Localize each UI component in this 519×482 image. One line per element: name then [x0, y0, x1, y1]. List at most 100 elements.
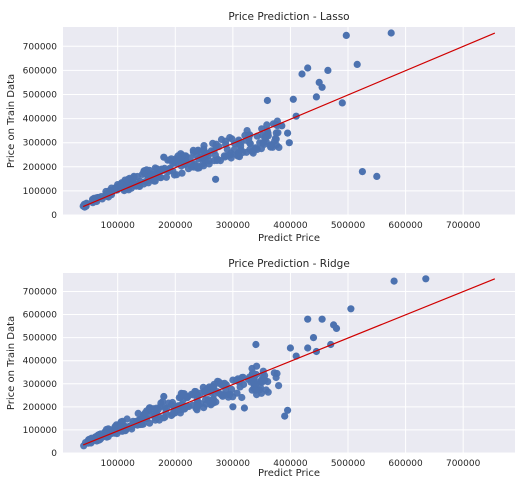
lasso-data-point: [151, 177, 159, 185]
lasso-data-point: [144, 179, 152, 187]
ridge-data-point: [250, 374, 258, 382]
ridge-data-point: [134, 409, 142, 417]
ridge-data-point: [185, 402, 193, 411]
lasso-outlier-point: [212, 175, 220, 183]
ridge-y-tick-label: 200000: [23, 403, 58, 413]
lasso-y-tick-label: 300000: [23, 139, 58, 149]
lasso-outlier-point: [263, 96, 271, 105]
lasso-data-point: [234, 152, 242, 160]
lasso-x-tick-label: 400000: [273, 221, 308, 231]
lasso-outlier-point: [358, 168, 366, 176]
ridge-x-tick-label: 600000: [388, 459, 423, 469]
lasso-x-tick-label: 500000: [331, 221, 366, 231]
lasso-data-point: [158, 165, 166, 173]
ridge-y-tick-label: 700000: [23, 287, 58, 297]
ridge-data-point: [192, 388, 200, 396]
lasso-outlier-point: [373, 172, 381, 180]
ridge-x-tick-label: 400000: [273, 459, 308, 469]
lasso-data-point: [156, 173, 164, 181]
lasso-data-point: [273, 117, 281, 125]
ridge-outlier-point: [252, 340, 260, 349]
ridge-y-tick-label: 0: [51, 449, 57, 459]
lasso-data-point: [272, 129, 280, 137]
lasso-points: [79, 29, 395, 211]
ridge-x-tick-label: 500000: [331, 459, 366, 469]
ridge-outlier-point: [318, 315, 326, 323]
ridge-outlier-point: [422, 275, 430, 283]
lasso-data-point: [271, 137, 279, 145]
ridge-y-tick-label: 400000: [23, 357, 58, 367]
lasso-data-point: [200, 142, 208, 150]
lasso-y-tick-label: 200000: [23, 163, 58, 173]
lasso-chart-title: Price Prediction - Lasso: [228, 11, 349, 23]
ridge-data-point: [212, 398, 220, 406]
lasso-data-point: [227, 154, 235, 162]
lasso-outlier-point: [342, 31, 350, 39]
ridge-data-point: [251, 386, 260, 394]
ridge-data-point: [236, 383, 244, 391]
ridge-y-axis-label: Price on Train Data: [6, 316, 17, 410]
ridge-data-point: [261, 376, 269, 384]
lasso-x-tick-label: 200000: [158, 221, 193, 231]
lasso-y-tick-label: 700000: [23, 42, 58, 52]
lasso-data-point: [193, 147, 201, 155]
lasso-data-point: [237, 142, 245, 150]
lasso-outlier-point: [304, 64, 312, 72]
ridge-outlier-point: [160, 392, 168, 401]
lasso-outlier-point: [298, 70, 306, 78]
ridge-outlier-point: [390, 277, 398, 285]
ridge-x-tick-labels: 100000 200000 300000 400000 500000 600000 7000…: [101, 459, 481, 469]
ridge-data-point: [218, 391, 226, 399]
ridge-data-point: [238, 393, 246, 402]
ridge-fit-line: [82, 278, 496, 446]
lasso-data-point: [193, 162, 201, 170]
ridge-data-point: [138, 420, 146, 428]
ridge-grid: [63, 273, 515, 454]
ridge-data-point: [179, 390, 187, 398]
lasso-data-point: [151, 164, 159, 172]
lasso-y-tick-label: 600000: [23, 66, 58, 76]
ridge-data-point: [210, 380, 218, 388]
lasso-y-tick-labels: 0 100000 200000 300000 400000 500000 600000 700…: [23, 42, 58, 221]
ridge-x-tick-label: 100000: [101, 459, 136, 469]
lasso-y-tick-label: 100000: [23, 187, 58, 197]
lasso-outlier-point: [285, 139, 293, 147]
lasso-x-axis-label: Predict Price: [258, 233, 320, 244]
lasso-outlier-point: [312, 93, 320, 101]
lasso-data-point: [209, 139, 217, 147]
ridge-y-tick-label: 600000: [23, 311, 58, 321]
lasso-data-point: [170, 171, 179, 179]
ridge-outlier-point: [347, 305, 355, 313]
lasso-outlier-point: [160, 153, 168, 161]
lasso-data-point: [166, 164, 174, 172]
lasso-x-tick-label: 100000: [101, 221, 136, 231]
ridge-data-point: [229, 393, 237, 401]
ridge-outlier-point: [332, 324, 341, 332]
lasso-y-axis-label: Price on Train Data: [6, 74, 17, 168]
ridge-data-point: [146, 419, 154, 427]
lasso-data-point: [213, 156, 221, 165]
lasso-data-point: [205, 160, 213, 168]
ridge-data-point: [270, 369, 278, 377]
ridge-outlier-point: [240, 404, 248, 412]
ridge-outlier-point: [309, 334, 318, 342]
ridge-x-tick-label: 700000: [446, 459, 481, 469]
lasso-panel: 100000 200000 300000 400000 500000 600000 7000…: [6, 11, 515, 244]
lasso-data-point: [178, 169, 186, 177]
ridge-y-tick-label: 100000: [23, 426, 58, 436]
ridge-y-tick-labels: 0 100000 200000 300000 400000 500000 600000 700…: [23, 287, 58, 459]
lasso-fit-line: [82, 32, 496, 208]
lasso-data-point: [207, 147, 215, 155]
ridge-outlier-point: [281, 412, 289, 420]
lasso-x-tick-label: 700000: [446, 221, 481, 231]
ridge-data-point: [264, 388, 272, 396]
lasso-outlier-point: [353, 60, 361, 68]
lasso-x-tick-labels: 100000 200000 300000 400000 500000 600000 7000…: [101, 221, 481, 231]
lasso-data-point: [226, 134, 234, 142]
ridge-data-point: [197, 400, 205, 408]
lasso-outlier-point: [324, 66, 332, 74]
lasso-y-tick-label: 400000: [23, 115, 58, 125]
ridge-x-axis-label: Predict Price: [258, 468, 320, 478]
lasso-y-tick-label: 500000: [23, 90, 58, 100]
